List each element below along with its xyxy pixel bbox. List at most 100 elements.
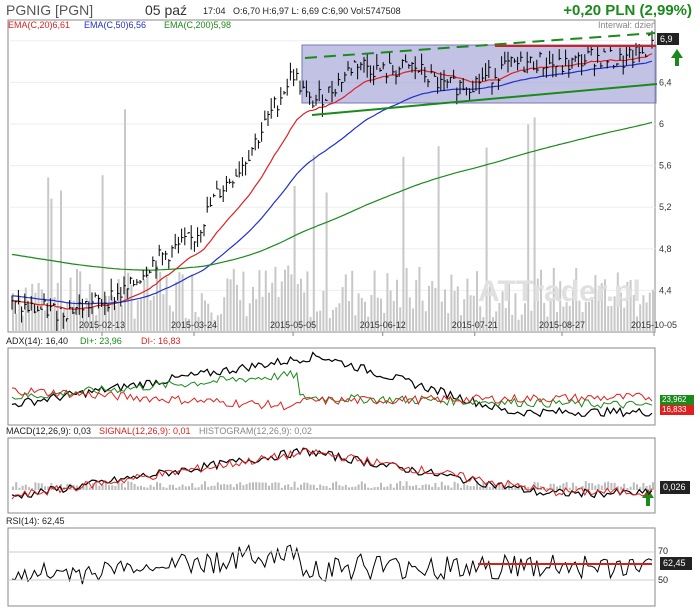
volume-bar — [348, 301, 350, 332]
date-tick-label: 2015-03-24 — [171, 320, 217, 330]
macd-histogram-bar — [101, 484, 104, 490]
volume-bar — [261, 296, 264, 332]
macd-histogram-bar — [143, 487, 146, 490]
volume-bar — [111, 295, 114, 332]
volume-bar — [47, 177, 50, 332]
rsi-line — [11, 543, 653, 585]
volume-bar — [485, 147, 488, 332]
date-axis: 2015-02-13 2015-03-24 2015-05-05 2015-06-12… — [79, 320, 677, 336]
macd-histogram-bar — [82, 484, 85, 490]
volume-bar — [31, 283, 34, 332]
macd-histogram-bar — [370, 487, 373, 490]
volume-bar — [546, 316, 549, 332]
di-plus-label: DI+: 23,96 — [80, 336, 122, 346]
ema200-legend: EMA(C,200)5,98 — [164, 20, 232, 30]
macd-value-box — [660, 481, 690, 494]
volume-bar — [306, 271, 309, 332]
macd-histogram-bar — [399, 481, 402, 490]
date-tick-label: 2015-07-21 — [452, 320, 498, 330]
macd-histogram-bar — [98, 485, 101, 490]
macd-histogram-bar — [12, 486, 14, 490]
volume-bar — [556, 312, 558, 332]
macd-histogram-bar — [360, 481, 363, 490]
volume-bar — [101, 175, 104, 332]
volume-bar — [616, 272, 619, 332]
watermark: ATTrader.pl — [478, 275, 641, 308]
macd-histogram-bar — [197, 487, 200, 490]
macd-histogram-bar — [549, 483, 552, 490]
volume-bar — [149, 300, 152, 332]
volume-bar — [581, 312, 584, 332]
macd-histogram-bar — [306, 482, 309, 490]
macd-histogram-bar — [290, 486, 293, 490]
volume-bar — [495, 311, 498, 332]
volume-bar — [636, 316, 638, 332]
volume-bar — [514, 293, 517, 332]
macd-histogram-bar — [402, 485, 405, 490]
date-tick-label: 2015-10-05 — [631, 320, 677, 330]
price-tick-label: 5,6 — [659, 161, 672, 171]
volume-bar — [130, 284, 133, 332]
volume-bar — [386, 273, 389, 332]
volume-bar — [152, 295, 155, 332]
volume-bar — [258, 270, 261, 332]
macd-histogram-bar — [354, 486, 357, 490]
macd-histogram-bar — [300, 484, 302, 490]
macd-histogram-bar — [104, 482, 107, 490]
volume-bar — [613, 296, 616, 332]
macd-histogram-bar — [488, 487, 491, 490]
macd-histogram-bar — [492, 486, 494, 490]
volume-bar — [229, 279, 232, 332]
macd-histogram-bar — [277, 482, 280, 490]
rsi-last-value: 62,45 — [663, 558, 686, 568]
macd-histogram-bar — [210, 485, 213, 490]
volume-bar — [508, 283, 510, 332]
volume-bar — [264, 270, 267, 332]
volume-bar — [104, 295, 107, 332]
volume-bar — [143, 279, 146, 332]
volume-bar — [549, 299, 552, 332]
macd-histogram-bar — [268, 485, 270, 490]
macd-histogram-bar — [223, 484, 226, 490]
macd-histogram-bar — [552, 483, 555, 490]
macd-histogram-bar — [76, 485, 78, 490]
volume-bar — [645, 302, 648, 332]
volume-bar — [632, 295, 635, 332]
macd-histogram-bar — [261, 482, 264, 490]
macd-histogram-bar — [95, 481, 98, 490]
volume-bar — [341, 287, 344, 332]
macd-histogram-bar — [274, 482, 277, 490]
macd-histogram-bar — [188, 486, 190, 490]
volume-bar — [623, 307, 626, 332]
volume-bar — [332, 309, 334, 332]
volume-bar — [223, 297, 226, 332]
macd-histogram-bar — [364, 483, 366, 490]
volume-bar — [296, 284, 299, 332]
volume-bar — [421, 300, 424, 332]
volume-bar — [482, 317, 485, 332]
macd-histogram-bar — [600, 485, 603, 490]
volume-bar — [312, 155, 315, 332]
volume-bar — [492, 317, 494, 332]
volume-bar — [540, 269, 542, 332]
macd-histogram-bar — [111, 485, 114, 490]
macd-histogram-bar — [559, 485, 562, 490]
volume-bar — [373, 270, 376, 332]
header-time: 17:04 — [203, 6, 226, 16]
volume-bar — [463, 299, 466, 332]
lower-trend-line — [311, 83, 658, 116]
volume-bar — [207, 303, 210, 332]
di-minus-line — [11, 387, 653, 411]
volume-bar — [328, 318, 331, 332]
volume-bar — [191, 274, 194, 332]
volume-bar — [220, 314, 222, 332]
volume-bar — [479, 306, 482, 332]
price-pane-frame — [7, 19, 656, 333]
volume-bar — [405, 267, 408, 332]
volume-bar — [60, 190, 62, 332]
macd-histogram-bar — [140, 485, 142, 490]
macd-histogram-bar — [453, 481, 456, 490]
macd-histogram-bar — [165, 487, 168, 490]
macd-histogram-bar — [152, 486, 155, 490]
rsi-pane-frame — [7, 527, 656, 607]
